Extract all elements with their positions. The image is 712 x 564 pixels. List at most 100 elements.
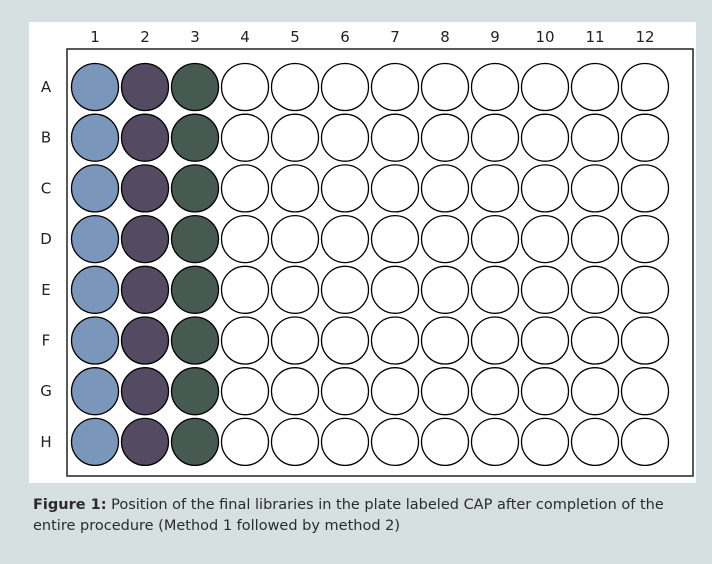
well-B7 — [370, 113, 420, 162]
well-F9 — [470, 316, 520, 365]
well-D7 — [370, 214, 420, 264]
well-E12 — [620, 265, 670, 314]
well-G8 — [420, 367, 470, 416]
well-C11 — [570, 164, 620, 213]
well-C6 — [320, 164, 370, 213]
well-G5 — [270, 367, 320, 416]
column-label-6: 6 — [340, 28, 350, 46]
well-F4 — [220, 316, 270, 365]
row-label-E: E — [41, 281, 50, 299]
well-A10 — [520, 62, 570, 112]
well-H6 — [320, 417, 370, 467]
row-label-C: C — [41, 179, 51, 197]
well-B4 — [220, 113, 270, 162]
column-label-7: 7 — [390, 28, 400, 46]
well-E1 — [70, 265, 120, 314]
well-D1 — [70, 214, 120, 264]
well-C7 — [370, 164, 420, 213]
well-C2 — [120, 164, 170, 213]
well-A5 — [270, 62, 320, 112]
well-C10 — [520, 164, 570, 213]
well-E5 — [270, 265, 320, 314]
well-G11 — [570, 367, 620, 416]
column-label-4: 4 — [240, 28, 250, 46]
well-F10 — [520, 316, 570, 365]
caption-label: Figure 1: — [33, 497, 107, 513]
well-E4 — [220, 265, 270, 314]
plate-border — [66, 48, 694, 477]
row-label-F: F — [42, 332, 51, 350]
well-B5 — [270, 113, 320, 162]
well-D5 — [270, 214, 320, 264]
well-E8 — [420, 265, 470, 314]
column-label-8: 8 — [440, 28, 450, 46]
well-H7 — [370, 417, 420, 467]
well-H11 — [570, 417, 620, 467]
well-E3 — [170, 265, 220, 314]
column-label-10: 10 — [535, 28, 554, 46]
well-G4 — [220, 367, 270, 416]
well-C9 — [470, 164, 520, 213]
well-D11 — [570, 214, 620, 264]
well-F8 — [420, 316, 470, 365]
well-H4 — [220, 417, 270, 467]
well-F1 — [70, 316, 120, 365]
well-A12 — [620, 62, 670, 112]
well-B8 — [420, 113, 470, 162]
well-G9 — [470, 367, 520, 416]
well-F7 — [370, 316, 420, 365]
well-C3 — [170, 164, 220, 213]
well-G10 — [520, 367, 570, 416]
column-label-3: 3 — [190, 28, 200, 46]
well-D9 — [470, 214, 520, 264]
column-label-1: 1 — [90, 28, 100, 46]
well-G7 — [370, 367, 420, 416]
well-B12 — [620, 113, 670, 162]
well-H2 — [120, 417, 170, 467]
well-H8 — [420, 417, 470, 467]
well-C4 — [220, 164, 270, 213]
well-F5 — [270, 316, 320, 365]
well-H3 — [170, 417, 220, 467]
well-F12 — [620, 316, 670, 365]
well-E10 — [520, 265, 570, 314]
well-G1 — [70, 367, 120, 416]
well-D12 — [620, 214, 670, 264]
well-H1 — [70, 417, 120, 467]
column-label-12: 12 — [635, 28, 654, 46]
well-A2 — [120, 62, 170, 112]
well-D10 — [520, 214, 570, 264]
well-G12 — [620, 367, 670, 416]
well-G2 — [120, 367, 170, 416]
well-B1 — [70, 113, 120, 162]
figure-caption: Figure 1: Position of the final librarie… — [33, 495, 673, 537]
well-C12 — [620, 164, 670, 213]
well-B2 — [120, 113, 170, 162]
well-C8 — [420, 164, 470, 213]
well-E2 — [120, 265, 170, 314]
well-B11 — [570, 113, 620, 162]
well-F2 — [120, 316, 170, 365]
column-label-9: 9 — [490, 28, 500, 46]
well-G6 — [320, 367, 370, 416]
row-label-D: D — [40, 230, 52, 248]
well-E9 — [470, 265, 520, 314]
well-A7 — [370, 62, 420, 112]
well-B9 — [470, 113, 520, 162]
well-A11 — [570, 62, 620, 112]
well-C5 — [270, 164, 320, 213]
row-label-G: G — [40, 382, 52, 400]
well-D3 — [170, 214, 220, 264]
well-G3 — [170, 367, 220, 416]
well-E6 — [320, 265, 370, 314]
well-C1 — [70, 164, 120, 213]
well-E7 — [370, 265, 420, 314]
well-A8 — [420, 62, 470, 112]
caption-text: Position of the final libraries in the p… — [33, 497, 664, 534]
column-label-11: 11 — [585, 28, 604, 46]
well-B3 — [170, 113, 220, 162]
row-label-B: B — [41, 129, 51, 147]
well-B10 — [520, 113, 570, 162]
